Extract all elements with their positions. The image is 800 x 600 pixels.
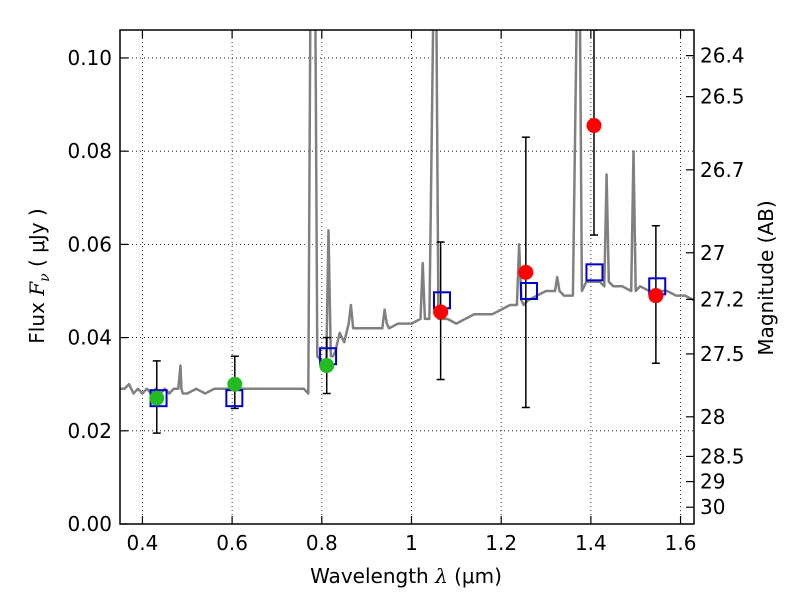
observed-data-point	[149, 390, 165, 406]
y2-tick-label: 26.7	[700, 158, 745, 182]
x-tick-label: 0.6	[216, 531, 248, 555]
x-tick-label: 1.2	[485, 531, 517, 555]
observed-data-point	[648, 288, 664, 304]
y2-tick-label: 30	[700, 495, 725, 519]
x-tick-label: 1	[405, 531, 418, 555]
y-tick-label: 0.06	[67, 232, 112, 256]
y2-tick-label: 27.5	[700, 342, 745, 366]
y2-tick-label: 26.4	[700, 44, 745, 68]
x-axis-label: Wavelength λ (μm)	[310, 564, 502, 588]
y2-tick-label: 29	[700, 470, 725, 494]
plot-frame	[119, 29, 695, 525]
y-tick-label: 0.02	[67, 419, 112, 443]
y-tick-label: 0.00	[67, 512, 112, 536]
x-tick-label: 1.4	[575, 531, 607, 555]
observed-data-point	[319, 358, 335, 374]
x-tick-label: 0.4	[127, 531, 159, 555]
y2-tick-label: 27	[700, 241, 725, 265]
model-photometry-point	[519, 281, 538, 300]
observed-data-point	[433, 304, 449, 320]
observed-data-point	[518, 264, 534, 280]
y-tick-label: 0.08	[67, 139, 112, 163]
y2-tick-label: 27.2	[700, 287, 745, 311]
x-tick-label: 0.8	[306, 531, 338, 555]
y-tick-label: 0.04	[67, 326, 112, 350]
y2-tick-label: 28	[700, 405, 725, 429]
y2-axis-label: Magnitude (AB)	[754, 200, 778, 355]
plot-area	[120, 30, 694, 434]
x-tick-label: 1.6	[665, 531, 697, 555]
observed-data-point	[227, 376, 243, 392]
y-tick-label: 0.10	[67, 46, 112, 70]
axes	[119, 29, 695, 525]
y2-tick-label: 26.5	[700, 85, 745, 109]
model-spectrum-line	[120, 30, 694, 395]
model-photometry-point	[585, 263, 604, 282]
y2-tick-label: 28.5	[700, 444, 745, 468]
observed-data-point	[586, 118, 602, 134]
ticks: 0.4 0.6 0.8 1 1.2 1.4 1.6 0.00 0.02 0.04 0.06 0.08 0…	[67, 30, 745, 555]
y-axis-label: Flux Fν ( μJy )	[25, 208, 53, 343]
